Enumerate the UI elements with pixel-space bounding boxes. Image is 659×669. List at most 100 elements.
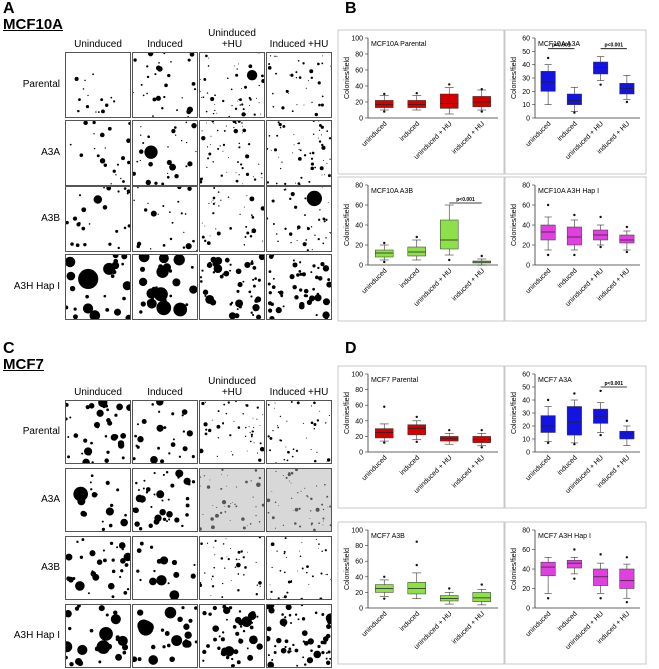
panel-label: B <box>345 0 357 17</box>
colony <box>185 503 190 508</box>
y-tick-label: 0 <box>526 606 530 613</box>
colony <box>290 580 293 583</box>
colony <box>251 430 254 433</box>
colony <box>142 94 145 97</box>
colony <box>166 643 171 648</box>
colony <box>297 225 301 229</box>
colony <box>301 630 308 637</box>
colony <box>231 657 234 661</box>
colony <box>269 436 273 440</box>
colony <box>189 51 195 57</box>
colony <box>327 506 329 508</box>
colony <box>284 616 287 619</box>
colony <box>320 103 324 107</box>
colony <box>242 108 245 111</box>
colony <box>317 137 319 139</box>
colony <box>230 664 235 668</box>
box <box>440 219 459 250</box>
y-tick-label: 60 <box>355 559 363 566</box>
colony <box>267 511 270 514</box>
colony <box>283 595 287 599</box>
colony <box>306 227 310 231</box>
colony <box>64 305 69 310</box>
colony <box>221 500 227 505</box>
colony <box>310 421 314 425</box>
colony <box>318 140 322 143</box>
y-tick-label: 0 <box>359 606 363 613</box>
colony <box>249 234 253 238</box>
box <box>375 249 394 258</box>
colony <box>294 648 299 653</box>
colony <box>239 625 243 628</box>
colony <box>313 401 316 405</box>
colony <box>268 291 272 295</box>
colony <box>256 584 259 586</box>
column-header: Induced +HU <box>269 387 329 398</box>
colony <box>205 54 208 58</box>
colony <box>74 606 80 611</box>
colony <box>212 161 214 163</box>
colony <box>103 163 108 168</box>
x-tick-label: uninduced <box>525 454 553 482</box>
colony-image <box>65 120 132 186</box>
colony <box>310 226 313 228</box>
y-tick-label: 0 <box>526 450 530 457</box>
colony <box>139 134 142 136</box>
colonies <box>73 474 128 532</box>
colony <box>238 142 241 145</box>
y-tick-label: 80 <box>522 183 530 190</box>
colony <box>219 145 221 147</box>
x-tick-label: induced <box>556 120 578 142</box>
colony <box>240 163 243 166</box>
colony <box>295 77 298 79</box>
colony <box>270 149 272 151</box>
colony <box>322 508 325 511</box>
colony <box>250 214 253 216</box>
colony-image <box>131 604 198 668</box>
chart-frame <box>504 176 647 322</box>
colony <box>279 569 282 572</box>
colony <box>303 663 307 666</box>
colony <box>79 153 84 157</box>
colony <box>264 602 272 610</box>
colony <box>181 606 185 610</box>
colony <box>329 657 332 660</box>
colony <box>303 294 307 298</box>
colony <box>169 590 180 601</box>
colony-image <box>266 536 332 601</box>
colony <box>318 120 320 122</box>
y-tick-label: 60 <box>522 372 530 379</box>
colony <box>258 253 266 261</box>
colony <box>244 261 251 269</box>
column-header: Uninduced <box>74 39 122 50</box>
colonies <box>201 187 266 246</box>
colony <box>120 518 128 527</box>
colony <box>205 294 215 304</box>
colony <box>242 629 246 633</box>
colony <box>220 199 222 201</box>
colony <box>206 146 209 148</box>
colony <box>327 278 331 282</box>
colony <box>271 285 276 289</box>
colony <box>238 638 241 641</box>
colony <box>83 438 88 443</box>
colony <box>206 92 209 94</box>
colony <box>269 316 275 322</box>
column-header: Uninduced +HU <box>208 376 256 398</box>
colonies <box>133 184 198 252</box>
colony <box>238 63 240 65</box>
chart-title: MCF7 Parental <box>371 377 419 384</box>
colony <box>299 288 303 292</box>
chart-title: MCF7 A3A <box>538 377 572 384</box>
colony <box>201 222 203 224</box>
box <box>619 234 635 244</box>
colony <box>322 242 325 245</box>
colony <box>287 450 290 454</box>
colony <box>254 469 258 472</box>
colony <box>227 196 230 198</box>
colony <box>185 496 190 501</box>
colony <box>249 440 252 443</box>
y-tick-label: 60 <box>522 203 530 210</box>
colony <box>221 631 225 634</box>
colony <box>322 520 324 522</box>
